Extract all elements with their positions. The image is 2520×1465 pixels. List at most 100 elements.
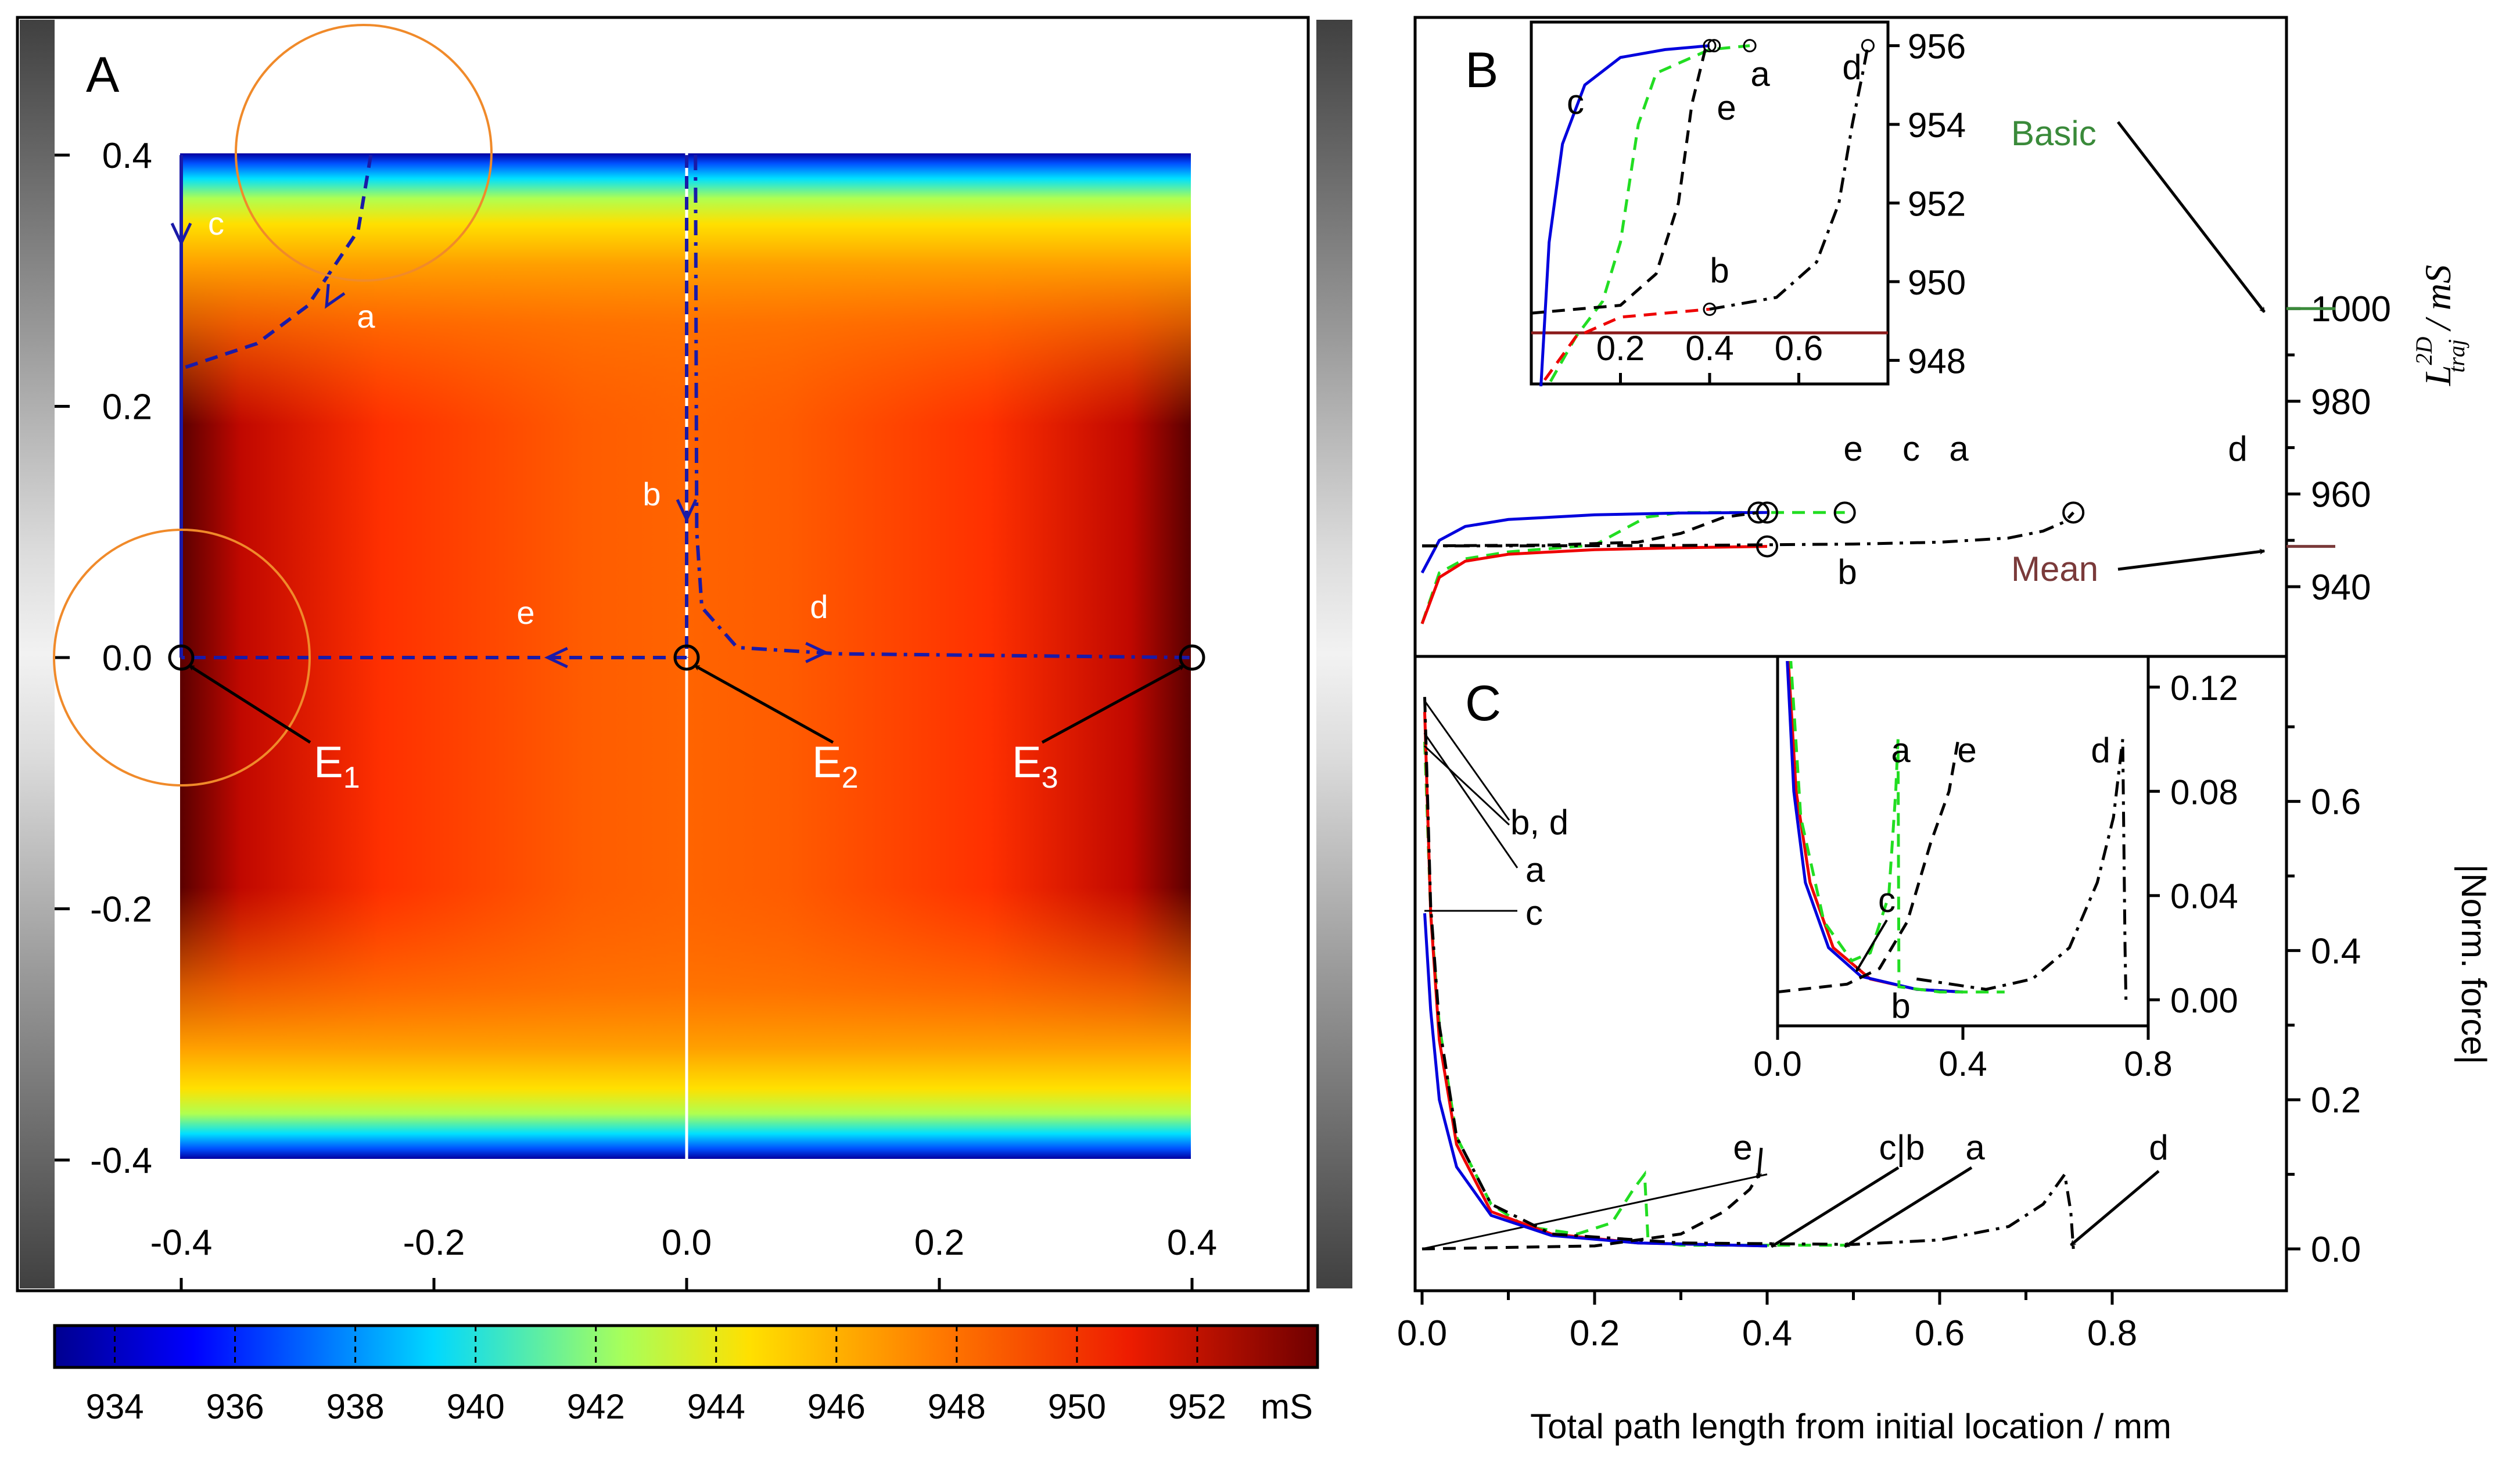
b-inset-plot — [1531, 39, 1888, 386]
c-x-tick-label-0.2: 0.2 — [1570, 1313, 1620, 1353]
c-inset-frame — [1776, 655, 2150, 1028]
b-inset-y-label-952: 952 — [1908, 185, 1966, 224]
b-y-tick-label-940: 940 — [2311, 568, 2371, 608]
x-tick-label-0.0: 0.0 — [662, 1223, 712, 1263]
trajectory-d — [694, 155, 1193, 659]
c-arrow-e — [1758, 1147, 1763, 1178]
c-inset-plot — [1777, 661, 2128, 1000]
mean-label: Mean — [2011, 550, 2098, 588]
b-inset-x-label-0.4: 0.4 — [1685, 329, 1733, 368]
b-label-b: b — [1837, 552, 1857, 591]
c-y-tick-label-0.4: 0.4 — [2311, 931, 2361, 971]
arrow-b — [676, 499, 698, 523]
panel-c-inset: 0.0 0.4 0.8 0.00 0.04 0.08 0.12 a e d c b — [1753, 655, 2238, 1083]
left-gray-bar — [20, 20, 55, 1288]
c-x-tick-label-0.8: 0.8 — [2087, 1313, 2137, 1353]
b-series-e — [1421, 511, 1759, 548]
y-tick-label-0.0: 0.0 — [102, 638, 152, 678]
x-tick-label--0.4: -0.4 — [150, 1223, 213, 1263]
arrow-d — [805, 642, 830, 663]
colorbar-unit: mS — [1261, 1387, 1313, 1426]
y-tick-label--0.2: -0.2 — [90, 890, 152, 930]
b-series-c — [1420, 511, 1768, 574]
c-inset-x-label-0.0: 0.0 — [1753, 1044, 1801, 1083]
arrow-a-path — [325, 283, 346, 309]
c-x-tick-label-0.6: 0.6 — [1915, 1313, 1965, 1353]
c-arrow-cb — [1771, 1166, 1900, 1248]
c-y-tick-label-0.2: 0.2 — [2311, 1080, 2361, 1121]
c-series-d — [1423, 696, 2075, 1249]
c-y-tick-label-0.0: 0.0 — [2311, 1230, 2361, 1270]
c-inset-y-label-0.04: 0.04 — [2170, 877, 2238, 916]
arrow-c-path — [170, 222, 192, 247]
b-inset-series-d — [1709, 45, 1869, 311]
b-inset-label-b: b — [1710, 251, 1729, 290]
b-series-d — [1422, 511, 2075, 548]
panel-a-trajectories: c a b e d — [170, 155, 1193, 669]
b-inset-label-e: e — [1717, 88, 1736, 127]
c-inset-label-d: d — [2091, 731, 2110, 770]
c-inset-series-e — [1777, 739, 1960, 994]
arrow-d-path — [805, 642, 830, 663]
b-inset-label-a: a — [1750, 55, 1770, 94]
b-inset-series-c — [1539, 44, 1710, 386]
b-inset-x-label-0.6: 0.6 — [1775, 329, 1823, 368]
panel-a: -0.4 -0.2 0.0 0.2 0.4 0.4 0.2 0.0 -0.2 -0.4 c a b e d… — [16, 16, 1352, 1292]
x-tick-label-0.2: 0.2 — [914, 1223, 964, 1263]
equilibrium-marker-E3 — [1179, 644, 1205, 671]
b-label-e: e — [1843, 429, 1862, 468]
c-inset-x-label-0.8: 0.8 — [2124, 1044, 2172, 1083]
c-leader-bd-1 — [1423, 700, 1510, 821]
colorbar: 934 936 938 940 942 944 946 948 950 952 mS — [53, 1324, 1319, 1426]
b-y-tick-label-960: 960 — [2311, 475, 2371, 515]
b-inset-y-label-954: 954 — [1908, 106, 1966, 145]
orange-circle-left — [53, 529, 311, 787]
traj-label-d: d — [810, 588, 828, 625]
b-label-a: a — [1949, 429, 1969, 468]
b-series-b — [1420, 545, 1768, 624]
b-label-c: c — [1902, 429, 1920, 468]
colorbar-label-934: 934 — [85, 1387, 143, 1426]
b-endpoint-b — [1756, 535, 1778, 558]
c-inset-label-b: b — [1891, 986, 1910, 1025]
b-inset-endpoint-1 — [1707, 39, 1721, 53]
colorbar-label-946: 946 — [807, 1387, 866, 1426]
c-label-c: c — [1525, 893, 1543, 932]
c-series-c — [1423, 913, 1768, 1248]
b-inset-endpoint-2 — [1743, 39, 1757, 53]
b-inset-label-d: d — [1842, 48, 1861, 87]
c-inset-x-label-0.4: 0.4 — [1939, 1044, 1987, 1083]
panel-a-frame — [16, 16, 1310, 1292]
c-series-a — [1423, 741, 1845, 1247]
b-inset-endpoint-3 — [1861, 39, 1875, 53]
c-series-e — [1421, 1173, 1760, 1251]
equilibrium-label-E1: E1 — [314, 738, 360, 795]
orange-circle-top — [235, 24, 493, 282]
c-y-tick-label-0.6: 0.6 — [2311, 782, 2361, 823]
equilibrium-arrow-E2 — [695, 664, 834, 744]
c-label-a-bottom: a — [1965, 1128, 1985, 1167]
c-arrow-d — [2070, 1170, 2160, 1247]
panel-c-axes: 0.0 0.2 0.4 0.6 0.8 0.0 0.2 0.4 0.6 — [1397, 725, 2361, 1353]
b-endpoint-a — [1833, 501, 1856, 524]
x-tick-label-0.4: 0.4 — [1167, 1223, 1217, 1263]
colorbar-label-942: 942 — [567, 1387, 625, 1426]
b-series-a — [1420, 511, 1845, 624]
panel-c-main-plot — [1421, 696, 2075, 1251]
b-endpoint-d — [2062, 501, 2085, 524]
b-inset-series-a — [1546, 44, 1750, 386]
colorbar-label-940: 940 — [447, 1387, 505, 1426]
mean-arrow — [2117, 551, 2264, 571]
colorbar-label-950: 950 — [1048, 1387, 1106, 1426]
panel-b-ylabel: L2D traj / mS — [2411, 265, 2469, 386]
colorbar-gradient — [53, 1324, 1319, 1369]
c-arrow-a — [1844, 1166, 1973, 1248]
colorbar-label-938: 938 — [326, 1387, 385, 1426]
c-series-b — [1423, 712, 1768, 1248]
b-inset-endpoint-4 — [1703, 302, 1717, 316]
traj-label-e: e — [516, 594, 534, 631]
b-inset-y-label-956: 956 — [1908, 27, 1966, 66]
